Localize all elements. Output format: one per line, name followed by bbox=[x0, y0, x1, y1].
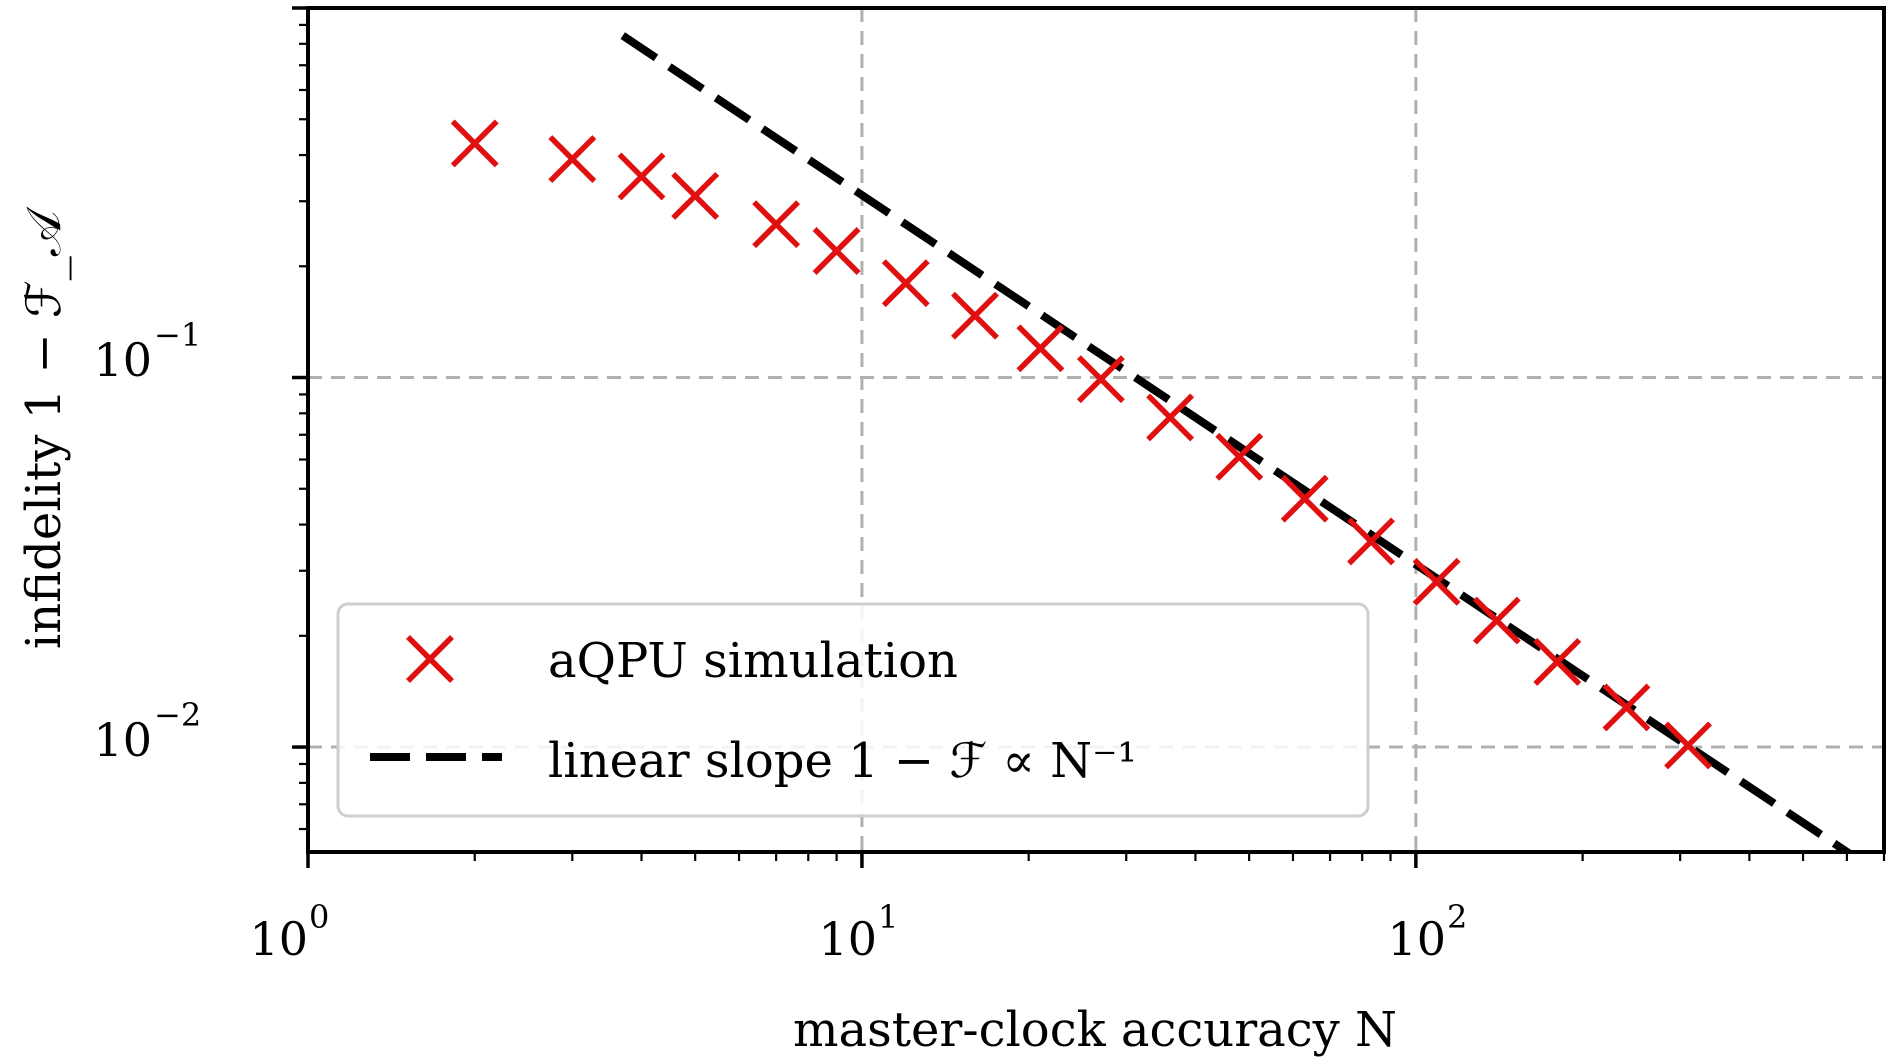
marker-stroke bbox=[548, 135, 597, 184]
marker-stroke bbox=[450, 119, 499, 168]
y-tick-label-1: 10 bbox=[93, 333, 152, 387]
plot-frame bbox=[306, 6, 1886, 854]
y-axis-label: infidelity 1 − ℱ_𝒜 bbox=[16, 206, 72, 649]
marker-stroke bbox=[1472, 596, 1521, 645]
legend-label-linear-slope: linear slope 1 − ℱ ∝ N⁻¹ bbox=[548, 733, 1137, 789]
marker-stroke bbox=[1412, 557, 1461, 606]
legend-label-simulation: aQPU simulation bbox=[548, 633, 958, 689]
data-point-marker bbox=[1016, 324, 1065, 373]
data-point-marker bbox=[1215, 432, 1264, 481]
data-point-marker bbox=[617, 152, 666, 201]
y-tick-exp-0: −2 bbox=[154, 696, 201, 734]
data-point-marker bbox=[548, 135, 597, 184]
y-tick-label-0: 10 bbox=[93, 713, 152, 767]
marker-stroke bbox=[1664, 721, 1712, 770]
data-point-marker bbox=[1533, 637, 1582, 686]
data-point-marker bbox=[951, 291, 999, 340]
legend-box bbox=[336, 602, 1370, 818]
marker-stroke bbox=[1602, 683, 1651, 732]
marker-stroke bbox=[671, 172, 720, 220]
data-point-marker bbox=[881, 259, 930, 308]
marker-stroke bbox=[1280, 474, 1329, 523]
x-axis-label: master-clock accuracy N bbox=[793, 1002, 1397, 1058]
legend-marker-icon bbox=[406, 635, 454, 683]
marker-stroke bbox=[951, 291, 999, 340]
data-point-marker bbox=[671, 172, 720, 220]
data-point-marker bbox=[1412, 557, 1461, 606]
y-tick-exp-1: −1 bbox=[154, 316, 201, 354]
data-point-marker bbox=[752, 200, 801, 249]
marker-stroke bbox=[1146, 393, 1195, 442]
fit-line bbox=[620, 32, 1855, 852]
y-tick-labels: 10 −2 10 −1 bbox=[93, 316, 201, 767]
x-tick-labels: 10 0 10 1 10 2 bbox=[249, 898, 1467, 966]
marker-stroke bbox=[812, 227, 861, 275]
data-point-marker bbox=[1347, 517, 1395, 566]
x-tick-exp-0: 0 bbox=[309, 898, 329, 936]
x-tick-exp-1: 1 bbox=[878, 898, 898, 936]
x-tick-label-2: 10 bbox=[1387, 912, 1446, 966]
marker-stroke bbox=[881, 259, 930, 308]
x-tick-label-1: 10 bbox=[818, 912, 877, 966]
x-tick-label-0: 10 bbox=[249, 912, 308, 966]
marker-stroke bbox=[617, 152, 666, 201]
marker-stroke bbox=[1347, 517, 1395, 566]
data-point-marker bbox=[1472, 596, 1521, 645]
x-tick-exp-2: 2 bbox=[1447, 898, 1467, 936]
data-point-marker bbox=[1280, 474, 1329, 523]
marker-stroke bbox=[1533, 637, 1582, 686]
marker-stroke bbox=[1215, 432, 1264, 481]
marker-stroke bbox=[1016, 324, 1065, 373]
data-point-marker bbox=[1664, 721, 1712, 770]
legend: aQPU simulation linear slope 1 − ℱ ∝ N⁻¹ bbox=[336, 602, 1370, 818]
data-point-marker bbox=[1076, 355, 1125, 404]
marker-stroke bbox=[1076, 355, 1125, 404]
data-point-marker bbox=[1602, 683, 1651, 732]
data-point-marker bbox=[812, 227, 861, 275]
data-point-marker bbox=[450, 119, 499, 168]
data-markers bbox=[450, 119, 1712, 770]
data-point-marker bbox=[1146, 393, 1195, 442]
marker-stroke bbox=[752, 200, 801, 249]
